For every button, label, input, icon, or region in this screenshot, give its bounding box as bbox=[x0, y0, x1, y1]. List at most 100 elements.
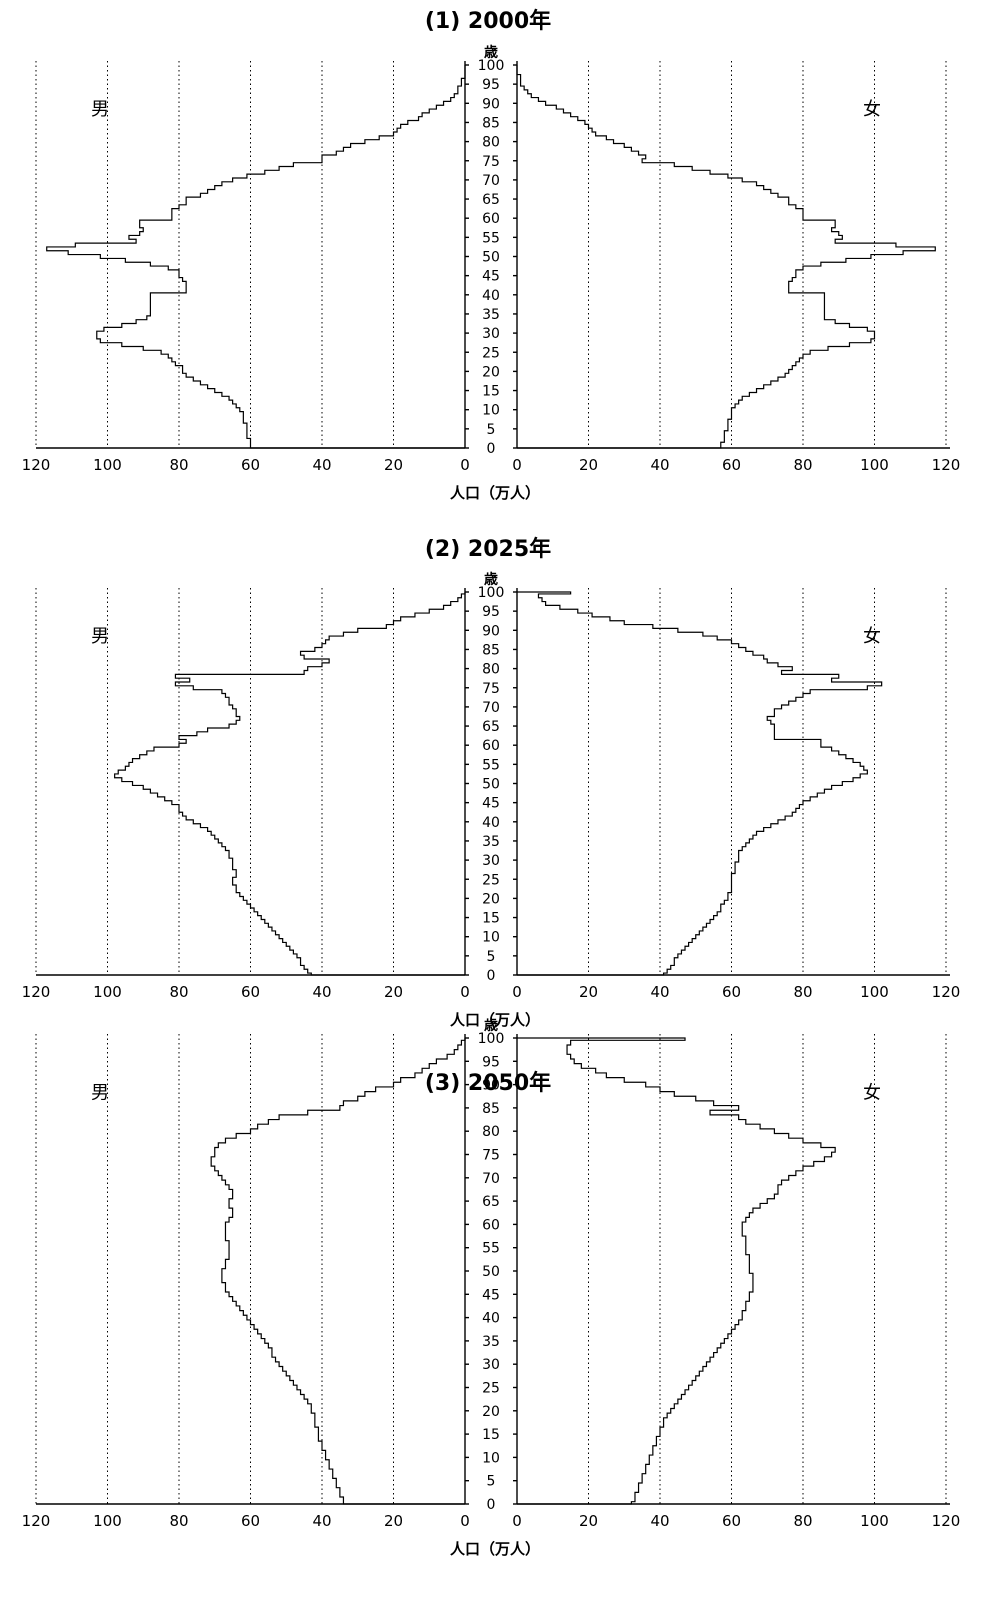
x-tick-label-male-120: 120 bbox=[22, 456, 51, 474]
age-tick-label-35: 35 bbox=[482, 307, 500, 323]
male-label: 男 bbox=[91, 1083, 109, 1104]
age-tick-label-95: 95 bbox=[482, 77, 500, 93]
chart-title: (1) 2000年 bbox=[425, 8, 551, 34]
age-tick-label-35: 35 bbox=[482, 834, 500, 850]
female-series-outline bbox=[517, 1037, 836, 1505]
male-series-outline bbox=[210, 1038, 466, 1505]
age-tick-label-55: 55 bbox=[482, 757, 500, 773]
x-tick-label-female-60: 60 bbox=[722, 1512, 741, 1530]
age-tick-label-65: 65 bbox=[482, 192, 500, 208]
age-tick-label-85: 85 bbox=[482, 1101, 500, 1117]
chart-title: (2) 2025年 bbox=[425, 536, 551, 562]
age-tick-label-95: 95 bbox=[482, 1054, 500, 1070]
age-tick-label-30: 30 bbox=[482, 1357, 500, 1373]
age-tick-label-90: 90 bbox=[482, 1078, 500, 1094]
x-tick-label-male-40: 40 bbox=[312, 1512, 331, 1530]
age-tick-label-95: 95 bbox=[482, 604, 500, 620]
x-tick-label-male-0: 0 bbox=[460, 1512, 470, 1530]
age-tick-label-50: 50 bbox=[482, 250, 500, 266]
male-label: 男 bbox=[91, 626, 109, 647]
age-tick-label-70: 70 bbox=[482, 1171, 500, 1187]
x-tick-label-female-20: 20 bbox=[579, 983, 598, 1001]
x-tick-label-female-40: 40 bbox=[650, 456, 669, 474]
age-tick-label-45: 45 bbox=[482, 269, 500, 285]
age-tick-label-50: 50 bbox=[482, 777, 500, 793]
x-tick-label-male-20: 20 bbox=[384, 983, 403, 1001]
age-tick-label-20: 20 bbox=[482, 891, 500, 907]
x-tick-label-male-40: 40 bbox=[312, 456, 331, 474]
age-tick-label-45: 45 bbox=[482, 1287, 500, 1303]
x-tick-label-male-60: 60 bbox=[241, 1512, 260, 1530]
x-axis-label: 人口（万人） bbox=[450, 484, 540, 502]
age-tick-label-10: 10 bbox=[482, 1450, 500, 1466]
age-tick-label-15: 15 bbox=[482, 1427, 500, 1443]
age-unit-label: 歳 bbox=[484, 571, 498, 588]
age-tick-label-0: 0 bbox=[487, 968, 496, 984]
age-tick-label-20: 20 bbox=[482, 364, 500, 380]
x-tick-label-male-60: 60 bbox=[241, 983, 260, 1001]
age-tick-label-55: 55 bbox=[482, 230, 500, 246]
age-tick-label-15: 15 bbox=[482, 384, 500, 400]
age-tick-label-30: 30 bbox=[482, 326, 500, 342]
female-series-outline bbox=[517, 591, 883, 976]
x-tick-label-female-100: 100 bbox=[860, 1512, 889, 1530]
age-tick-label-5: 5 bbox=[487, 422, 496, 438]
male-label: 男 bbox=[91, 99, 109, 120]
x-tick-label-male-100: 100 bbox=[93, 983, 122, 1001]
x-tick-label-female-40: 40 bbox=[650, 983, 669, 1001]
x-tick-label-male-80: 80 bbox=[169, 1512, 188, 1530]
x-tick-label-female-20: 20 bbox=[579, 456, 598, 474]
age-tick-label-40: 40 bbox=[482, 288, 500, 304]
x-tick-label-female-60: 60 bbox=[722, 456, 741, 474]
x-tick-label-male-20: 20 bbox=[384, 1512, 403, 1530]
x-tick-label-male-80: 80 bbox=[169, 456, 188, 474]
age-tick-label-60: 60 bbox=[482, 738, 500, 754]
age-tick-label-80: 80 bbox=[482, 1124, 500, 1140]
age-tick-label-80: 80 bbox=[482, 135, 500, 151]
x-tick-label-male-80: 80 bbox=[169, 983, 188, 1001]
age-tick-label-85: 85 bbox=[482, 642, 500, 658]
age-tick-label-45: 45 bbox=[482, 796, 500, 812]
female-series-outline bbox=[516, 65, 936, 449]
male-series-outline bbox=[114, 592, 466, 976]
age-tick-label-75: 75 bbox=[482, 681, 500, 697]
age-tick-label-65: 65 bbox=[482, 1194, 500, 1210]
x-tick-label-female-120: 120 bbox=[932, 983, 961, 1001]
age-tick-label-10: 10 bbox=[482, 930, 500, 946]
x-tick-label-female-80: 80 bbox=[793, 983, 812, 1001]
x-tick-label-male-20: 20 bbox=[384, 456, 403, 474]
age-tick-label-30: 30 bbox=[482, 853, 500, 869]
age-tick-label-0: 0 bbox=[487, 441, 496, 457]
age-tick-label-10: 10 bbox=[482, 403, 500, 419]
age-tick-label-5: 5 bbox=[487, 1474, 496, 1490]
age-tick-label-55: 55 bbox=[482, 1241, 500, 1257]
age-tick-label-5: 5 bbox=[487, 949, 496, 965]
x-tick-label-female-80: 80 bbox=[793, 1512, 812, 1530]
x-tick-label-female-80: 80 bbox=[793, 456, 812, 474]
chart-title: (3) 2050年 bbox=[425, 1070, 551, 1096]
age-tick-label-50: 50 bbox=[482, 1264, 500, 1280]
age-tick-label-90: 90 bbox=[482, 96, 500, 112]
x-tick-label-female-100: 100 bbox=[860, 983, 889, 1001]
male-series-outline bbox=[46, 65, 466, 449]
age-unit-label: 歳 bbox=[484, 1017, 498, 1034]
x-tick-label-female-40: 40 bbox=[650, 1512, 669, 1530]
age-tick-label-25: 25 bbox=[482, 345, 500, 361]
x-tick-label-female-0: 0 bbox=[512, 983, 522, 1001]
x-tick-label-female-20: 20 bbox=[579, 1512, 598, 1530]
x-axis-label: 人口（万人） bbox=[450, 1540, 540, 1558]
x-tick-label-female-60: 60 bbox=[722, 983, 741, 1001]
pyramid-panel-3: (3) 2050年 歳 0 5 10 15 20 25 30 35 40 45 50 55 60 65 70 75… bbox=[22, 1017, 961, 1558]
x-tick-label-female-120: 120 bbox=[932, 456, 961, 474]
x-tick-label-male-0: 0 bbox=[460, 456, 470, 474]
age-unit-label: 歳 bbox=[484, 44, 498, 61]
age-tick-label-100: 100 bbox=[478, 58, 505, 74]
age-tick-label-80: 80 bbox=[482, 662, 500, 678]
age-tick-label-25: 25 bbox=[482, 1381, 500, 1397]
x-tick-label-female-120: 120 bbox=[932, 1512, 961, 1530]
x-tick-label-male-120: 120 bbox=[22, 983, 51, 1001]
